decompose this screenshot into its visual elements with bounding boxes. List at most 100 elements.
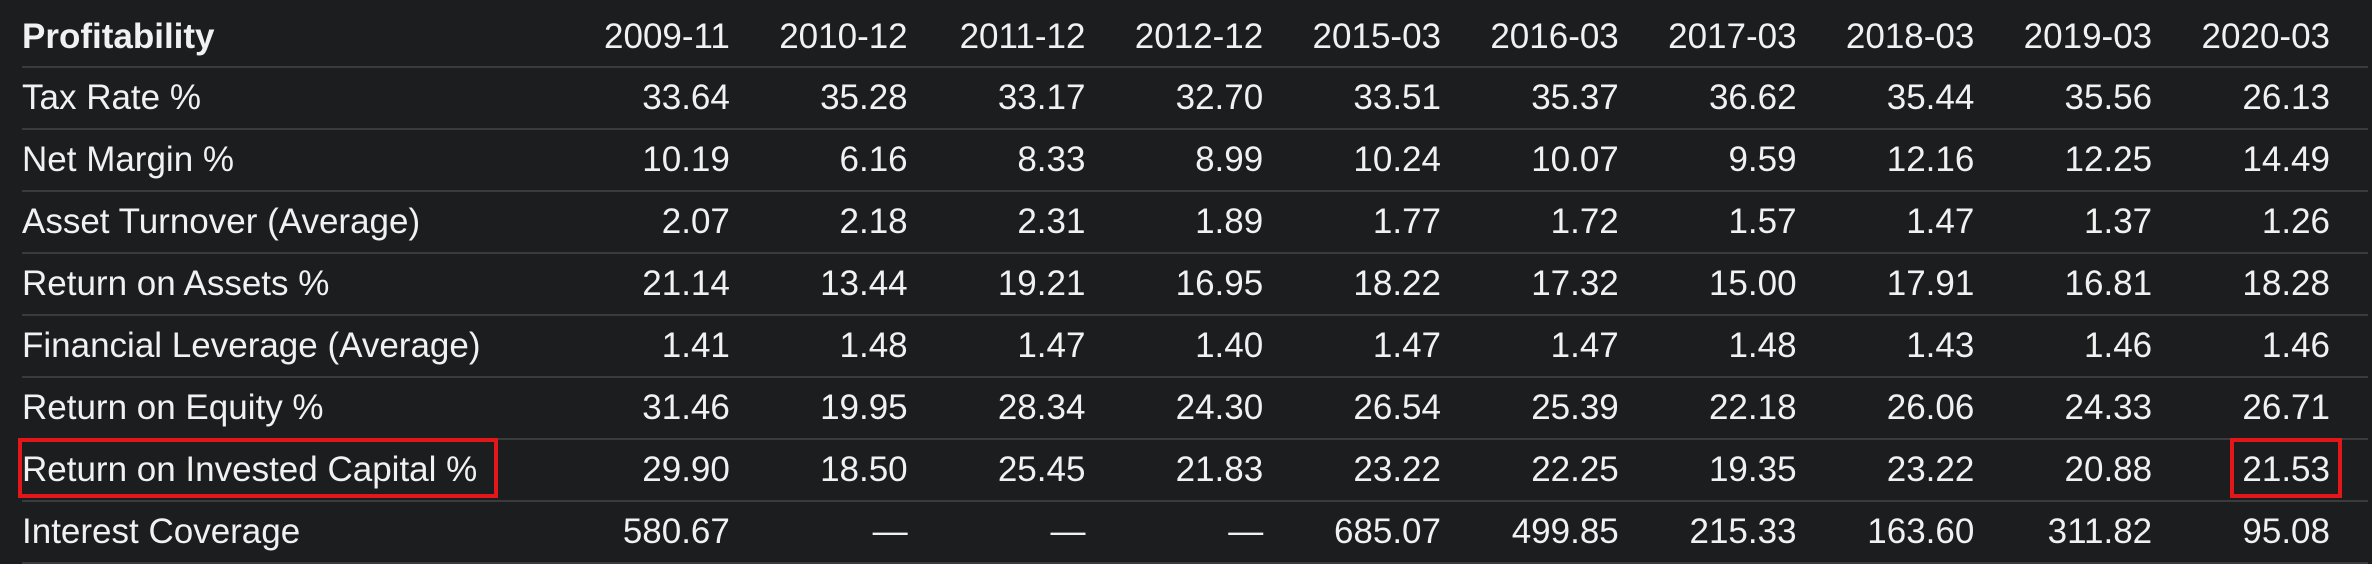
value-cell: 28.34	[945, 377, 1124, 440]
row-label-cell: Financial Leverage (Average)	[22, 315, 591, 378]
value-cell: 35.37	[1479, 67, 1657, 130]
cell-value: 36.62	[1708, 78, 1797, 117]
cell-value: 21.83	[1175, 450, 1264, 489]
cell-value: 1.47	[1550, 326, 1619, 365]
cell-value: 1.48	[839, 326, 908, 365]
cell-value: 1.47	[1372, 326, 1441, 365]
cell-value: 10.24	[1353, 140, 1441, 179]
cell-value: 17.91	[1886, 264, 1975, 303]
table-row: Return on Invested Capital % 29.90 18.50 25…	[18, 438, 2368, 502]
cell-value: 33.51	[1353, 78, 1441, 117]
value-cell: 33.51	[1301, 67, 1479, 130]
cell-value: 17.32	[1531, 264, 1619, 303]
value-cell: 311.82	[2012, 501, 2191, 564]
value-cell: 1.47	[945, 315, 1124, 378]
value-cell: 25.45	[945, 439, 1124, 502]
value-cell: 16.95	[1123, 253, 1302, 316]
row-label-cell: Net Margin %	[22, 129, 591, 192]
value-cell: 23.22	[1301, 439, 1479, 502]
column-header: 2010-12	[767, 8, 946, 68]
cell-value: 1.47	[1017, 326, 1086, 365]
table-row: Financial Leverage (Average) 1.41 1.48 1.47…	[22, 315, 2368, 378]
value-cell: 26.13	[2190, 67, 2368, 130]
row-label-cell: Return on Equity %	[22, 377, 591, 440]
column-header: 2016-03	[1479, 8, 1657, 68]
cell-value: 26.54	[1353, 388, 1441, 427]
row-label: Return on Invested Capital %	[22, 450, 478, 489]
value-cell: 35.28	[767, 67, 946, 130]
cell-value: 33.17	[997, 78, 1086, 117]
column-header: 2020-03	[2190, 8, 2368, 68]
table-row: Return on Assets % 21.14 13.44 19.21 16.95 18…	[22, 253, 2368, 316]
cell-value: 19.35	[1708, 450, 1797, 489]
row-label: Tax Rate %	[22, 78, 201, 117]
cell-value: 21.14	[642, 264, 730, 303]
value-cell: 24.33	[2012, 377, 2191, 440]
cell-value: —	[872, 512, 908, 551]
value-cell: 1.48	[1656, 315, 1835, 378]
row-label: Return on Assets %	[22, 264, 330, 303]
cell-value: 9.59	[1728, 140, 1797, 179]
value-cell: 16.81	[2012, 253, 2191, 316]
value-cell: 1.41	[590, 315, 768, 378]
cell-value: 215.33	[1689, 512, 1797, 551]
value-cell: 18.22	[1301, 253, 1479, 316]
value-cell: 1.77	[1301, 191, 1479, 254]
value-cell: 21.53	[2190, 438, 2368, 502]
cell-value: 21.53	[2242, 450, 2330, 489]
value-cell: 1.40	[1123, 315, 1302, 378]
value-cell: 35.44	[1834, 67, 2013, 130]
value-cell: —	[767, 501, 946, 564]
value-cell: 10.19	[590, 129, 768, 192]
cell-value: 23.22	[1886, 450, 1975, 489]
cell-value: 35.28	[820, 78, 908, 117]
cell-value: 22.25	[1531, 450, 1619, 489]
row-label: Financial Leverage (Average)	[22, 326, 481, 365]
value-cell: 1.47	[1479, 315, 1657, 378]
cell-value: 18.50	[820, 450, 908, 489]
value-cell: 36.62	[1656, 67, 1835, 130]
value-cell: 29.90	[590, 439, 768, 502]
value-cell: 8.33	[945, 129, 1124, 192]
row-label: Return on Equity %	[22, 388, 324, 427]
cell-value: 1.40	[1195, 326, 1264, 365]
value-cell: 14.49	[2190, 129, 2368, 192]
cell-value: 26.06	[1886, 388, 1975, 427]
cell-value: 1.89	[1195, 202, 1264, 241]
value-cell: 26.71	[2190, 377, 2368, 440]
value-cell: 18.28	[2190, 253, 2368, 316]
value-cell: 26.06	[1834, 377, 2013, 440]
cell-value: 311.82	[2047, 512, 2153, 551]
value-cell: 33.64	[590, 67, 768, 130]
cell-value: 14.49	[2242, 140, 2330, 179]
cell-value: 10.07	[1531, 140, 1619, 179]
row-label-cell: Return on Invested Capital %	[18, 438, 591, 502]
value-cell: 18.50	[767, 439, 946, 502]
row-label-cell: Return on Assets %	[22, 253, 591, 316]
value-cell: 1.37	[2012, 191, 2191, 254]
value-cell: 21.83	[1123, 439, 1302, 502]
value-cell: 580.67	[590, 501, 768, 564]
value-cell: 31.46	[590, 377, 768, 440]
value-cell: 19.95	[767, 377, 946, 440]
cell-value: 31.46	[642, 388, 730, 427]
cell-value: 499.85	[1511, 512, 1619, 551]
value-cell: 163.60	[1834, 501, 2013, 564]
value-cell: 9.59	[1656, 129, 1835, 192]
cell-value: 1.41	[661, 326, 730, 365]
cell-value: 1.48	[1728, 326, 1797, 365]
value-cell: 1.72	[1479, 191, 1657, 254]
value-cell: 24.30	[1123, 377, 1302, 440]
value-cell: 1.46	[2190, 315, 2368, 378]
column-header: 2012-12	[1123, 8, 1302, 68]
cell-value: 685.07	[1333, 512, 1441, 551]
cell-value: 6.16	[839, 140, 908, 179]
cell-value: 1.47	[1906, 202, 1975, 241]
value-cell: 13.44	[767, 253, 946, 316]
profitability-table: Profitability 2009-11 2010-12 2011-12 20…	[18, 8, 2368, 564]
value-cell: 10.24	[1301, 129, 1479, 192]
cell-value: 163.60	[1867, 512, 1975, 551]
row-label: Net Margin %	[22, 140, 235, 179]
value-cell: 22.18	[1656, 377, 1835, 440]
cell-value: 1.46	[2261, 326, 2330, 365]
